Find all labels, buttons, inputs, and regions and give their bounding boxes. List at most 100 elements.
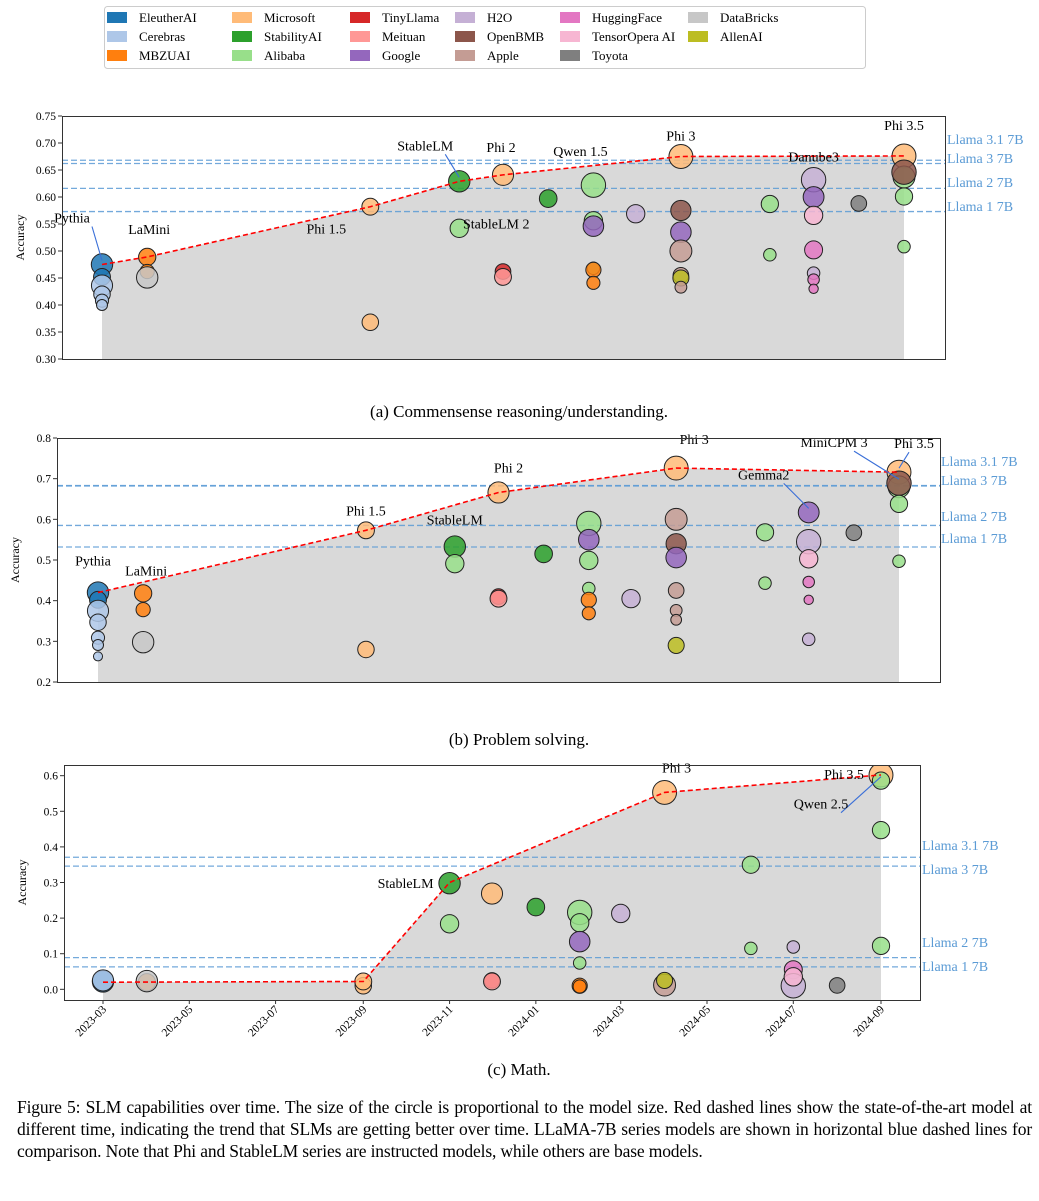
data-point xyxy=(670,199,692,222)
data-point xyxy=(803,205,824,226)
data-point xyxy=(892,554,906,568)
annotation-label: StableLM xyxy=(378,877,435,892)
annotation-label: StableLM xyxy=(397,139,454,154)
legend: EleutherAI Cerebras MBZUAI Microsoft Stabili… xyxy=(104,6,866,69)
legend-label: MBZUAI xyxy=(139,48,190,63)
legend-label: HuggingFace xyxy=(592,10,662,25)
y-axis-label: Accuracy xyxy=(8,537,22,583)
data-point xyxy=(664,507,688,531)
legend-item: EleutherAI xyxy=(107,10,197,25)
legend-item: H2O xyxy=(455,10,512,25)
data-point xyxy=(582,215,605,237)
data-point xyxy=(621,588,641,609)
reference-line-label: Llama 2 7B xyxy=(922,936,988,951)
y-tick-label: 0.3 xyxy=(44,878,59,890)
data-point xyxy=(667,582,685,599)
y-tick-label: 0.3 xyxy=(37,636,52,648)
y-tick-label: 0.6 xyxy=(37,514,52,526)
data-point xyxy=(448,170,471,193)
legend-swatch xyxy=(107,50,127,61)
annotation-label: Pythia xyxy=(54,212,91,227)
data-point xyxy=(585,261,602,278)
annotation-label: Phi 3.5 xyxy=(824,768,864,783)
x-tick-label: 2023-03 xyxy=(74,1003,110,1039)
legend-item: TinyLlama xyxy=(350,10,440,25)
y-tick-label: 0.65 xyxy=(36,165,56,177)
reference-line-label: Llama 1 7B xyxy=(941,532,1007,547)
legend-label: H2O xyxy=(487,10,512,25)
sota-area xyxy=(102,155,904,359)
annotation-label: Danube3 xyxy=(788,151,839,166)
y-tick-label: 0.4 xyxy=(44,842,59,854)
legend-label: DataBricks xyxy=(720,10,778,25)
sota-line xyxy=(97,467,900,594)
legend-swatch xyxy=(350,50,370,61)
y-tick-label: 0.8 xyxy=(37,433,52,445)
data-point xyxy=(656,971,674,989)
y-tick-label: 0.30 xyxy=(36,354,56,366)
data-point xyxy=(586,275,601,290)
data-point xyxy=(494,267,512,286)
reference-line-label: Llama 3.1 7B xyxy=(941,455,1018,470)
legend-item: Meituan xyxy=(350,29,426,44)
legend-label: OpenBMB xyxy=(487,29,544,44)
data-point xyxy=(783,967,803,987)
annotation-arrow xyxy=(898,451,910,469)
x-tick-label: 2024-05 xyxy=(678,1003,714,1039)
annotation-label: Phi 3 xyxy=(666,130,695,145)
data-point xyxy=(802,186,825,208)
legend-label: Alibaba xyxy=(264,48,305,63)
data-point xyxy=(138,247,157,267)
legend-label: TinyLlama xyxy=(382,10,440,25)
legend-swatch xyxy=(232,12,252,23)
legend-swatch xyxy=(455,12,475,23)
data-point xyxy=(439,914,460,934)
y-axis-label: Accuracy xyxy=(15,860,29,906)
legend-swatch xyxy=(107,12,127,23)
legend-swatch xyxy=(688,31,708,42)
annotation-label: Qwen 1.5 xyxy=(553,145,607,160)
y-tick-label: 0.4 xyxy=(37,596,52,608)
data-point xyxy=(526,897,546,917)
axes-frame xyxy=(62,116,946,360)
data-point xyxy=(361,313,380,332)
data-point xyxy=(871,771,891,790)
legend-label: TensorOpera AI xyxy=(592,29,675,44)
data-point xyxy=(89,613,107,631)
legend-item: Apple xyxy=(455,48,519,63)
data-point xyxy=(758,576,772,590)
legend-swatch xyxy=(350,31,370,42)
data-point xyxy=(668,144,694,169)
legend-item: DataBricks xyxy=(688,10,778,25)
data-point xyxy=(741,855,760,874)
reference-line-label: Llama 2 7B xyxy=(941,510,1007,525)
y-tick-label: 0.55 xyxy=(36,219,56,231)
reference-line-label: Llama 2 7B xyxy=(947,176,1013,191)
y-tick-label: 0.40 xyxy=(36,300,56,312)
data-point xyxy=(808,283,819,294)
data-point xyxy=(626,204,646,224)
data-point xyxy=(136,266,159,289)
legend-frame xyxy=(104,6,866,69)
data-point xyxy=(897,239,911,254)
reference-line-label: Llama 3 7B xyxy=(941,474,1007,489)
data-point xyxy=(95,298,109,312)
data-point xyxy=(667,636,685,654)
data-point xyxy=(438,872,461,895)
annotation-label: StableLM 2 xyxy=(463,218,530,233)
data-point xyxy=(744,941,758,956)
y-tick-label: 0.60 xyxy=(36,192,56,204)
data-point xyxy=(763,248,777,262)
legend-swatch xyxy=(560,50,580,61)
legend-label: Meituan xyxy=(382,29,426,44)
legend-item: Alibaba xyxy=(232,48,305,63)
data-point xyxy=(131,630,155,654)
legend-item: StabilityAI xyxy=(232,29,322,44)
y-tick-label: 0.0 xyxy=(44,984,59,996)
annotation-label: Phi 3.5 xyxy=(894,437,934,452)
data-point xyxy=(670,613,683,626)
data-point xyxy=(580,172,607,198)
annotation-label: Phi 3 xyxy=(662,761,691,776)
data-point xyxy=(580,591,597,608)
data-point xyxy=(538,189,558,208)
